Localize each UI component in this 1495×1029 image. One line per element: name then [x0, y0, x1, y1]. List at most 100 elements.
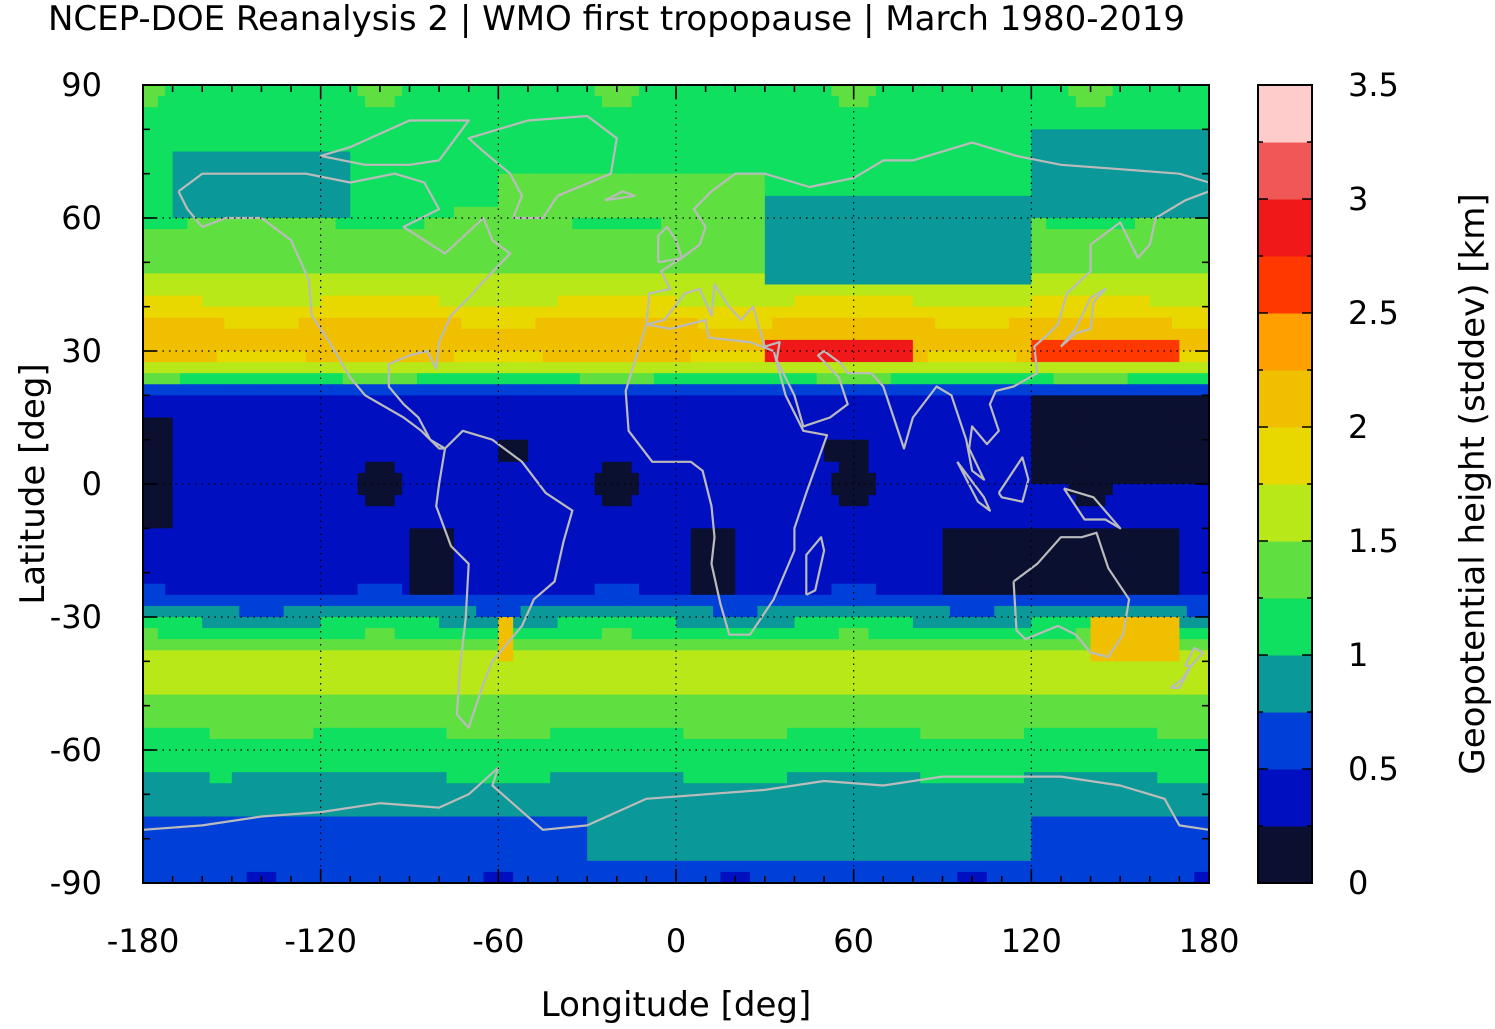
heatmap-cell: [794, 218, 803, 230]
heatmap-cell: [550, 251, 559, 263]
heatmap-cell: [949, 328, 958, 341]
heatmap-cell: [305, 107, 314, 119]
heatmap-cell: [365, 251, 374, 263]
heatmap-cell: [402, 439, 411, 452]
heatmap-cell: [298, 184, 307, 197]
heatmap-cell: [986, 317, 995, 330]
heatmap-cell: [1009, 162, 1018, 175]
heatmap-cell: [920, 118, 929, 130]
heatmap-cell: [498, 206, 507, 219]
heatmap-cell: [683, 339, 692, 352]
heatmap-cell: [468, 229, 477, 241]
heatmap-cell: [535, 96, 544, 108]
heatmap-cell: [905, 273, 914, 286]
heatmap-cell: [387, 140, 396, 153]
heatmap-cell: [342, 284, 351, 297]
heatmap-cell: [713, 351, 722, 363]
heatmap-cell: [1060, 262, 1069, 275]
heatmap-cell: [883, 240, 892, 252]
heatmap-cell: [764, 351, 773, 363]
heatmap-cell: [520, 428, 529, 441]
heatmap-cell: [772, 450, 781, 463]
heatmap-cell: [890, 328, 899, 341]
heatmap-cell: [779, 317, 788, 330]
heatmap-cell: [609, 107, 618, 119]
heatmap-cell: [246, 129, 255, 142]
heatmap-cell: [1097, 273, 1106, 286]
heatmap-cell: [683, 284, 692, 297]
heatmap-cell: [742, 206, 751, 219]
heatmap-cell: [994, 96, 1003, 108]
heatmap-cell: [764, 439, 773, 452]
heatmap-cell: [350, 339, 359, 352]
heatmap-cell: [1112, 151, 1121, 164]
heatmap-cell: [283, 162, 292, 175]
heatmap-cell: [202, 395, 211, 408]
heatmap-cell: [683, 295, 692, 308]
heatmap-cell: [601, 184, 610, 197]
heatmap-cell: [624, 262, 633, 275]
heatmap-cell: [690, 96, 699, 108]
heatmap-cell: [616, 229, 625, 241]
heatmap-cell: [157, 317, 166, 330]
heatmap-cell: [276, 417, 285, 430]
heatmap-cell: [1046, 173, 1055, 186]
heatmap-cell: [402, 251, 411, 263]
heatmap-cell: [831, 328, 840, 341]
heatmap-cell: [861, 395, 870, 408]
heatmap-cell: [180, 406, 189, 419]
heatmap-cell: [1112, 273, 1121, 286]
heatmap-cell: [409, 118, 418, 130]
heatmap-cell: [1142, 428, 1151, 441]
heatmap-cell: [1090, 384, 1099, 396]
heatmap-cell: [676, 339, 684, 352]
heatmap-cell: [431, 184, 440, 197]
heatmap-cell: [705, 317, 714, 330]
heatmap-cell: [890, 284, 899, 297]
heatmap-cell: [1068, 395, 1077, 408]
heatmap-cell: [1149, 151, 1158, 164]
heatmap-cell: [1090, 417, 1099, 430]
heatmap-cell: [1046, 129, 1055, 142]
heatmap-cell: [143, 273, 151, 286]
heatmap-cell: [535, 129, 544, 142]
heatmap-cell: [742, 218, 751, 230]
heatmap-cell: [1164, 184, 1173, 197]
heatmap-cell: [1075, 317, 1084, 330]
heatmap-cell: [713, 428, 722, 441]
heatmap-cell: [713, 162, 722, 175]
heatmap-cell: [246, 339, 255, 352]
heatmap-cell: [1046, 439, 1055, 452]
heatmap-cell: [816, 140, 825, 153]
heatmap-cell: [453, 240, 462, 252]
heatmap-cell: [601, 417, 610, 430]
heatmap-cell: [1142, 373, 1151, 385]
heatmap-cell: [416, 406, 425, 419]
heatmap-cell: [935, 450, 944, 463]
heatmap-cell: [239, 151, 248, 164]
heatmap-cell: [816, 284, 825, 297]
heatmap-cell: [187, 406, 196, 419]
heatmap-cell: [194, 373, 203, 385]
heatmap-cell: [742, 262, 751, 275]
heatmap-cell: [875, 284, 884, 297]
heatmap-cell: [513, 218, 522, 230]
heatmap-cell: [476, 351, 485, 363]
heatmap-cell: [305, 129, 314, 142]
heatmap-cell: [483, 96, 492, 108]
heatmap-cell: [757, 417, 766, 430]
heatmap-cell: [172, 395, 181, 408]
heatmap-cell: [1194, 284, 1203, 297]
heatmap-cell: [165, 373, 174, 385]
heatmap-cell: [276, 162, 285, 175]
heatmap-cell: [320, 351, 329, 363]
heatmap-cell: [1090, 251, 1099, 263]
heatmap-cell: [365, 306, 374, 319]
heatmap-cell: [557, 229, 566, 241]
heatmap-cell: [527, 173, 536, 186]
heatmap-cell: [779, 251, 788, 263]
heatmap-cell: [490, 151, 499, 164]
heatmap-cell: [298, 229, 307, 241]
heatmap-cell: [320, 384, 329, 396]
heatmap-cell: [505, 406, 514, 419]
